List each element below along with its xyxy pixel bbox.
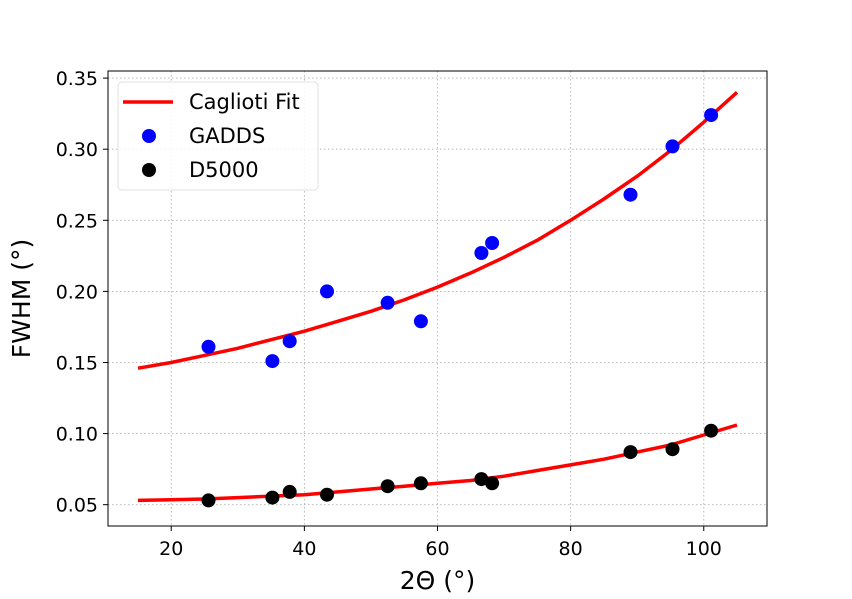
y-tick-label: 0.30 bbox=[56, 139, 98, 161]
gadds-point bbox=[265, 354, 280, 369]
d5000-point bbox=[320, 487, 334, 502]
legend-swatch-d5000 bbox=[142, 163, 156, 177]
caglioti-fit-curve bbox=[137, 90, 739, 370]
legend-label-gadds: GADDS bbox=[189, 124, 265, 148]
gadds-point bbox=[704, 108, 719, 123]
legend-label-caglioti-fit: Caglioti Fit bbox=[189, 90, 300, 114]
d5000-point bbox=[201, 493, 216, 508]
x-tick-label: 60 bbox=[425, 538, 449, 560]
d5000-point bbox=[665, 442, 680, 457]
d5000-point bbox=[704, 423, 719, 438]
x-tick-label: 80 bbox=[559, 538, 583, 560]
legend-box bbox=[117, 81, 319, 191]
d5000-point bbox=[623, 445, 638, 460]
y-tick-label: 0.25 bbox=[56, 210, 98, 232]
grid bbox=[108, 71, 767, 526]
d5000-point bbox=[380, 479, 395, 494]
d5000-point bbox=[485, 476, 500, 491]
x-tick-label: 100 bbox=[686, 538, 722, 560]
d5000-point bbox=[474, 472, 489, 487]
gadds-point bbox=[380, 295, 395, 310]
data-points bbox=[201, 108, 719, 508]
y-tick-label: 0.15 bbox=[56, 352, 98, 374]
gadds-point bbox=[474, 246, 489, 260]
x-tick-label: 20 bbox=[159, 538, 183, 560]
d5000-point bbox=[282, 484, 297, 499]
y-tick-label: 0.20 bbox=[56, 281, 98, 303]
d5000-point bbox=[413, 476, 428, 491]
gadds-point bbox=[201, 339, 216, 354]
y-tick-label: 0.05 bbox=[56, 495, 98, 517]
x-tick-label: 40 bbox=[292, 538, 316, 560]
gadds-point bbox=[623, 187, 638, 202]
legend-swatch-gadds bbox=[142, 129, 156, 143]
y-tick-label: 0.35 bbox=[56, 68, 98, 90]
gadds-point bbox=[413, 314, 428, 329]
legend: Caglioti Fit GADDS D5000 bbox=[117, 81, 319, 191]
gadds-point bbox=[485, 236, 500, 250]
gadds-point bbox=[320, 284, 334, 299]
gadds-point bbox=[665, 139, 680, 154]
d5000-point bbox=[265, 490, 280, 505]
gadds-point bbox=[282, 334, 297, 349]
x-axis-label: 2Θ (°) bbox=[400, 566, 476, 595]
legend-label-d5000: D5000 bbox=[189, 158, 259, 182]
y-tick-label: 0.10 bbox=[56, 424, 98, 446]
axis-ticks: 20 40 60 80 100 0.05 0.10 0.15 0.20 0.25 0.30 0.35 bbox=[56, 68, 722, 560]
y-axis-label: FWHM (°) bbox=[7, 239, 36, 358]
